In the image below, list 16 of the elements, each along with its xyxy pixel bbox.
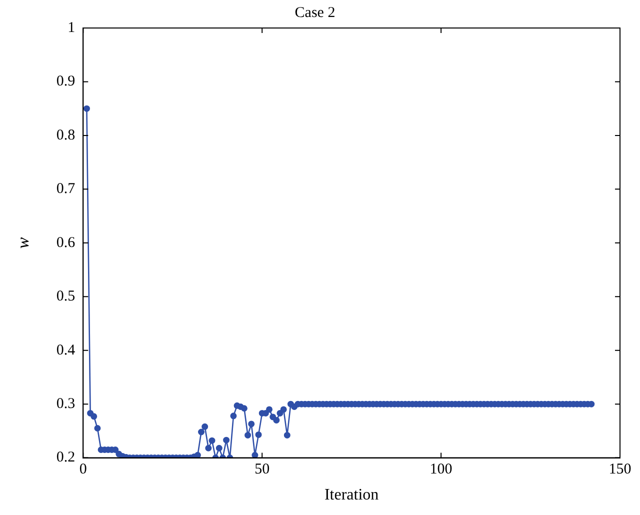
y-tick-label: 0.6 (56, 234, 76, 251)
y-tick-label: 0.3 (56, 396, 76, 412)
y-tick-label: 0.2 (56, 450, 76, 466)
x-tick-label: 150 (608, 462, 632, 478)
x-tick-label: 0 (79, 462, 87, 478)
chart-title: Case 2 (294, 4, 336, 21)
y-tick-label: 0.4 (56, 342, 76, 358)
y-tick-label: 0.8 (56, 127, 76, 144)
y-tick-label: 0.7 (56, 181, 76, 198)
x-tick-label: 50 (254, 462, 270, 478)
y-tick-label: 1 (68, 20, 76, 36)
x-tick-label: 100 (430, 462, 452, 478)
y-axis-title: w (14, 236, 33, 249)
y-tick-label: 0.9 (56, 74, 76, 90)
y-tick-label: 0.5 (56, 288, 76, 305)
x-axis-title: Iteration (324, 486, 379, 504)
